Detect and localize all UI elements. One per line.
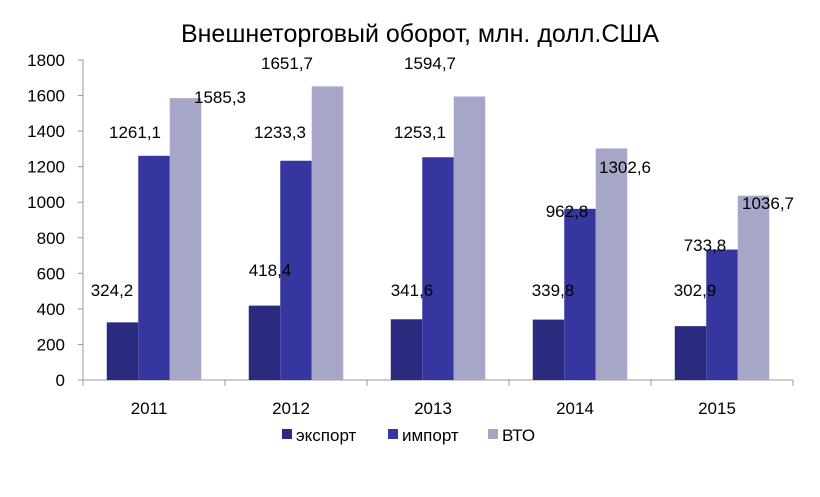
bar-импорт-2011 — [138, 155, 170, 380]
x-tick-label: 2013 — [414, 399, 452, 418]
bar-экспорт-2014 — [532, 319, 565, 380]
bar-экспорт-2011 — [106, 322, 139, 380]
y-tick-label: 800 — [37, 229, 65, 248]
x-tick-label: 2014 — [556, 399, 594, 418]
y-tick-label: 600 — [37, 264, 65, 283]
data-label: 341,6 — [391, 281, 434, 300]
y-tick-label: 1000 — [27, 193, 65, 212]
data-label: 1253,1 — [394, 123, 446, 142]
y-tick-label: 1600 — [27, 87, 65, 106]
legend-label: ВТО — [502, 426, 535, 445]
bar-экспорт-2012 — [248, 305, 281, 380]
data-label: 339,8 — [532, 281, 575, 300]
data-label: 1036,7 — [742, 194, 794, 213]
y-tick-label: 1400 — [27, 122, 65, 141]
bar-импорт-2014 — [564, 208, 596, 380]
y-tick-label: 0 — [56, 371, 65, 390]
bar-экспорт-2015 — [674, 326, 707, 380]
bar-ВТО-2014 — [595, 148, 628, 380]
y-tick-label: 400 — [37, 300, 65, 319]
y-tick-label: 1800 — [27, 51, 65, 70]
y-tick-label: 200 — [37, 335, 65, 354]
legend-label: импорт — [402, 426, 459, 445]
x-tick-label: 2012 — [272, 399, 310, 418]
x-tick-label: 2011 — [131, 399, 168, 418]
data-label: 1651,7 — [261, 54, 313, 73]
legend-swatch — [282, 429, 292, 439]
y-tick-label: 1200 — [27, 158, 65, 177]
bar-ВТО-2012 — [311, 86, 344, 380]
legend-swatch — [388, 429, 398, 439]
bar-импорт-2015 — [706, 249, 738, 380]
x-tick-label: 2015 — [698, 399, 736, 418]
bar-ВТО-2013 — [453, 96, 486, 381]
bar-импорт-2012 — [280, 160, 312, 380]
chart-title: Внешнеторговый оборот, млн. долл.США — [181, 20, 659, 48]
data-label: 1594,7 — [404, 54, 456, 73]
data-label: 1233,3 — [254, 123, 306, 142]
bar-ВТО-2011 — [169, 98, 202, 381]
legend-label: экспорт — [296, 426, 357, 445]
data-label: 1585,3 — [194, 88, 246, 107]
legend-swatch — [488, 429, 498, 439]
data-label: 418,4 — [249, 261, 292, 280]
bar-импорт-2013 — [422, 157, 454, 380]
data-label: 302,9 — [674, 281, 717, 300]
data-label: 1261,1 — [109, 123, 161, 142]
data-label: 962,8 — [546, 202, 589, 221]
data-label: 1302,6 — [599, 158, 651, 177]
bar-экспорт-2013 — [390, 319, 423, 380]
data-label: 324,2 — [91, 281, 134, 300]
data-label: 733,8 — [684, 236, 727, 255]
bar-ВТО-2015 — [737, 195, 770, 380]
